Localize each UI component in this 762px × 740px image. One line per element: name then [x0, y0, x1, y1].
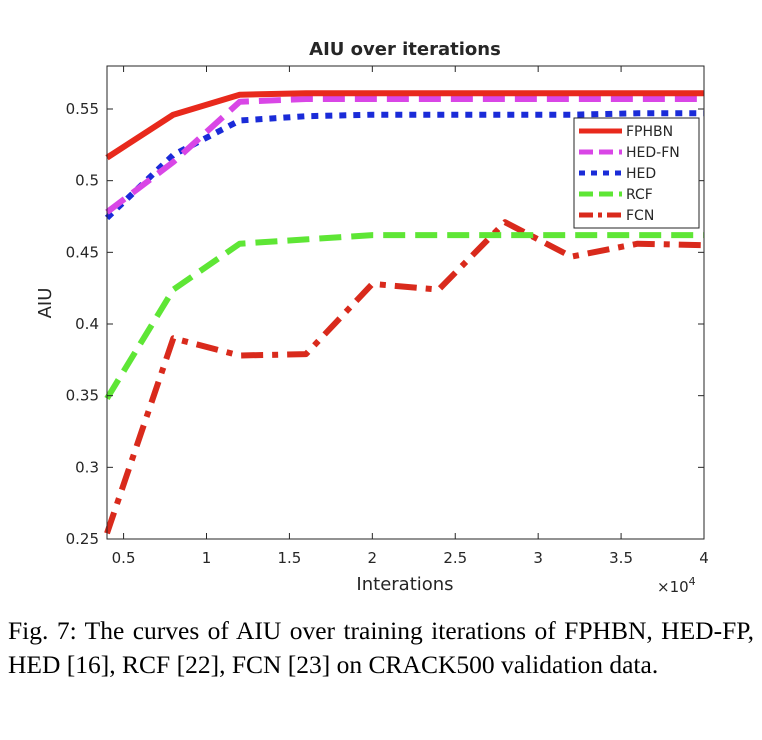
y-tick-label: 0.55 — [66, 100, 99, 118]
series-line-hed-fn — [105, 96, 704, 215]
x-tick-label: 1.5 — [277, 549, 301, 567]
y-tick-label: 0.3 — [75, 458, 99, 476]
figure-caption: Fig. 7: The curves of AIU over training … — [8, 616, 754, 679]
series-line-hed — [104, 110, 704, 221]
x-tick-label: 3 — [533, 549, 543, 567]
legend-label: FPHBN — [626, 124, 673, 140]
y-tick-label: 0.4 — [75, 315, 99, 333]
y-tick-label: 0.45 — [66, 243, 99, 261]
x-axis-multiplier-exponent: 4 — [689, 575, 696, 588]
legend-label: FCN — [626, 208, 654, 224]
x-tick-label: 1 — [202, 549, 212, 567]
plot-area-frame — [106, 65, 705, 540]
x-axis-multiplier: ×104 — [657, 575, 696, 596]
legend-label: HED — [626, 166, 656, 182]
series-line-rcf — [104, 232, 704, 401]
x-tick-label: 2.5 — [443, 549, 467, 567]
legend: FPHBN HED-FN HED RCF FCN — [573, 117, 700, 229]
series-layer — [104, 90, 705, 535]
legend-label: HED-FN — [626, 145, 680, 161]
line-chart: AIU over iterations 0.5 1 1.5 2 2.5 3 3.5 4 0.25… — [35, 39, 709, 596]
y-tick-label: 0.35 — [66, 387, 99, 405]
x-tick-label: 4 — [699, 549, 709, 567]
y-tick-label: 0.5 — [75, 172, 99, 190]
y-tick-label: 0.25 — [66, 530, 99, 548]
series-line-fphbn — [105, 90, 704, 161]
ticks-layer: 0.5 1 1.5 2 2.5 3 3.5 4 0.25 0.3 0.35 0.4 0.45 0.5 0.5… — [66, 66, 709, 567]
legend-label: RCF — [626, 187, 653, 203]
chart-title: AIU over iterations — [309, 39, 501, 60]
x-axis-title: Interations — [356, 574, 453, 595]
y-axis-title: AIU — [35, 288, 56, 319]
series-line-fcn — [104, 219, 705, 535]
x-tick-label: 0.5 — [112, 549, 136, 567]
x-tick-label: 2 — [368, 549, 378, 567]
x-tick-label: 3.5 — [609, 549, 633, 567]
